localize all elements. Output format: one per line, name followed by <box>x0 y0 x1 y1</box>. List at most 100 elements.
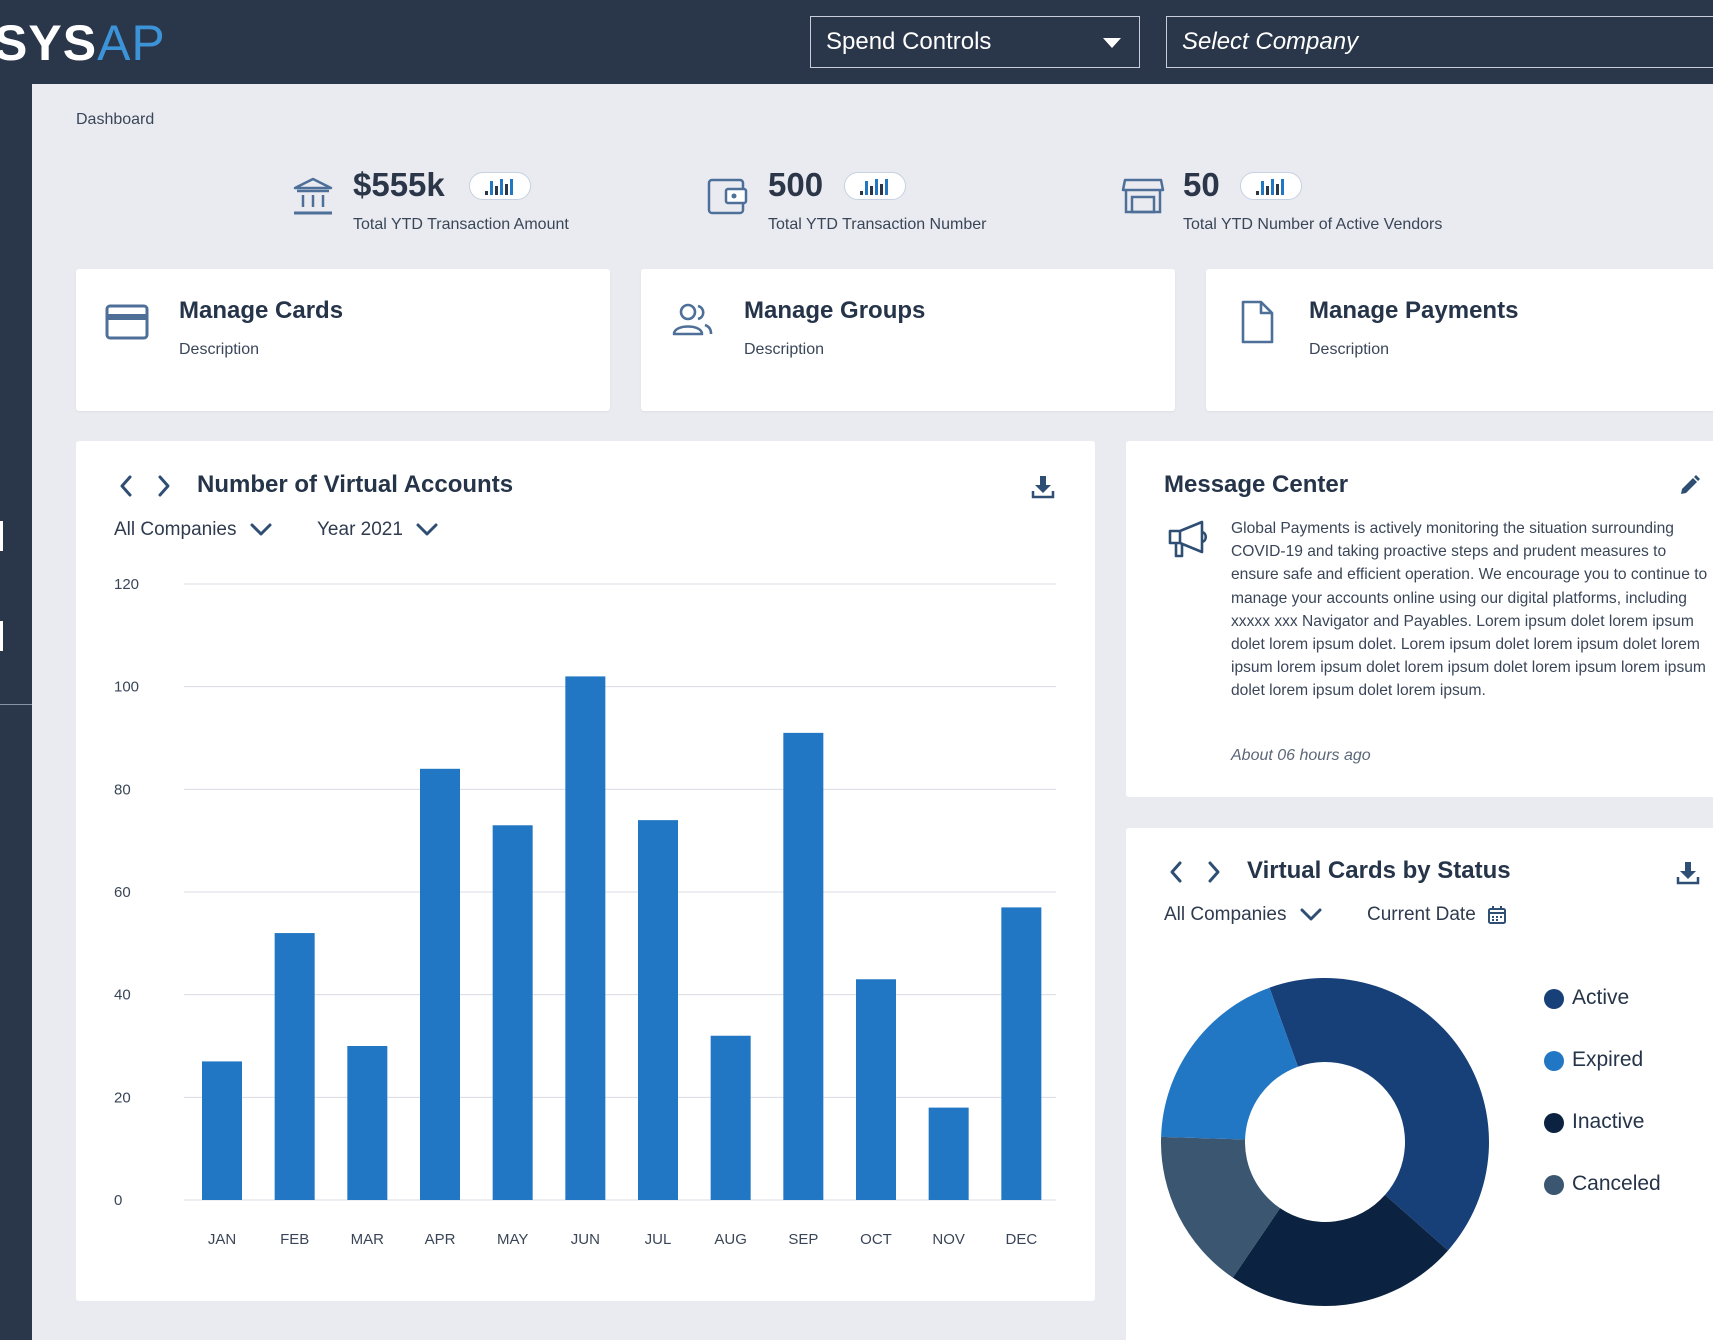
year-filter-value: Year 2021 <box>317 519 403 540</box>
message-center-panel: Message Center Global Payments is active… <box>1126 441 1713 797</box>
y-tick-label: 80 <box>114 781 131 798</box>
bar[interactable] <box>638 820 678 1200</box>
legend-item-canceled[interactable]: Canceled <box>1544 1170 1713 1200</box>
company-select-value: Select Company <box>1182 28 1359 55</box>
date-filter[interactable]: Current Date <box>1367 904 1507 926</box>
x-tick-label: OCT <box>860 1231 892 1248</box>
card-description: Description <box>179 341 260 358</box>
bar[interactable] <box>928 1107 969 1200</box>
kpi-active-vendors: 50 Total YTD Number of Active Vendors <box>1121 166 1481 244</box>
company-filter[interactable]: All Companies <box>114 519 272 541</box>
mini-chart-button[interactable] <box>844 172 906 200</box>
kpi-value: 500 <box>768 166 824 203</box>
chevron-right-icon[interactable] <box>154 473 174 499</box>
bar[interactable] <box>783 732 824 1200</box>
sidebar <box>0 84 32 1340</box>
donut-slice-expired[interactable] <box>1161 987 1298 1140</box>
card-description: Description <box>744 341 825 358</box>
bar[interactable] <box>710 1035 751 1200</box>
bar[interactable] <box>565 676 606 1200</box>
x-tick-label: DEC <box>1005 1231 1037 1248</box>
legend-item-inactive[interactable]: Inactive <box>1544 1108 1713 1138</box>
bar[interactable] <box>856 979 896 1200</box>
chevron-left-icon[interactable] <box>1166 859 1186 885</box>
manage-groups-card[interactable]: Manage Groups Description <box>641 269 1175 411</box>
donut-slice-canceled[interactable] <box>1161 1136 1281 1278</box>
breadcrumb: Dashboard <box>76 111 155 128</box>
chevron-right-icon[interactable] <box>1204 859 1224 885</box>
download-icon[interactable] <box>1676 860 1700 886</box>
megaphone-icon <box>1168 520 1208 558</box>
x-tick-label: JUL <box>645 1231 672 1248</box>
pencil-icon[interactable] <box>1678 473 1702 497</box>
panel-title: Number of Virtual Accounts <box>197 471 514 498</box>
kpi-transaction-amount: $555k Total YTD Transaction Amount <box>291 166 621 244</box>
mini-chart-button[interactable] <box>469 172 531 200</box>
y-tick-label: 0 <box>114 1192 122 1209</box>
bar[interactable] <box>202 1061 242 1200</box>
program-select[interactable]: Spend Controls <box>810 16 1140 68</box>
x-tick-label: APR <box>425 1231 456 1248</box>
x-tick-label: AUG <box>714 1231 747 1248</box>
x-tick-label: MAR <box>351 1231 385 1248</box>
donut-slice-active[interactable] <box>1269 978 1489 1251</box>
manage-payments-card[interactable]: Manage Payments Description <box>1206 269 1713 411</box>
bar-chart-icon <box>860 179 888 195</box>
wallet-icon <box>707 178 748 215</box>
credit-card-icon <box>105 304 149 340</box>
caret-down-icon <box>1103 38 1121 48</box>
company-filter[interactable]: All Companies <box>1164 904 1322 926</box>
users-icon <box>672 303 713 336</box>
legend-item-expired[interactable]: Expired <box>1544 1046 1713 1076</box>
bar-chart-icon <box>1256 179 1284 195</box>
x-tick-label: JAN <box>208 1231 236 1248</box>
kpi-label: Total YTD Transaction Amount <box>353 216 569 233</box>
chevron-left-icon[interactable] <box>116 473 136 499</box>
legend-label: Inactive <box>1572 1110 1645 1133</box>
mini-chart-button[interactable] <box>1240 172 1302 200</box>
kpi-value: 50 <box>1183 166 1220 203</box>
download-icon[interactable] <box>1031 474 1055 500</box>
message-timestamp: About 06 hours ago <box>1231 747 1371 764</box>
program-select-value: Spend Controls <box>826 28 992 55</box>
bank-icon <box>293 177 333 215</box>
legend-label: Canceled <box>1572 1172 1661 1195</box>
legend-swatch <box>1544 1051 1564 1071</box>
calendar-icon <box>1488 905 1507 924</box>
manage-cards-card[interactable]: Manage Cards Description <box>76 269 610 411</box>
kpi-value: $555k <box>353 166 445 203</box>
sidebar-marker[interactable] <box>0 621 3 651</box>
y-tick-label: 60 <box>114 884 131 901</box>
kpi-transaction-number: 500 Total YTD Transaction Number <box>706 166 1036 244</box>
chevron-down-icon <box>250 523 272 536</box>
date-filter-value: Current Date <box>1367 904 1476 925</box>
bar[interactable] <box>420 768 460 1200</box>
logo: SYSAP <box>0 15 166 71</box>
virtual-cards-status-panel: Virtual Cards by Status All Companies Cu… <box>1126 828 1713 1340</box>
company-select[interactable]: Select Company <box>1166 16 1713 68</box>
year-filter[interactable]: Year 2021 <box>317 519 438 541</box>
company-filter-value: All Companies <box>1164 904 1287 925</box>
bar[interactable] <box>1001 907 1042 1200</box>
sidebar-divider <box>0 704 32 705</box>
bar[interactable] <box>492 825 533 1200</box>
sidebar-marker[interactable] <box>0 521 3 551</box>
x-tick-label: NOV <box>932 1231 965 1248</box>
bar[interactable] <box>347 1046 388 1200</box>
y-tick-label: 40 <box>114 987 131 1004</box>
y-tick-label: 120 <box>114 576 139 593</box>
legend-item-active[interactable]: Active <box>1544 984 1713 1014</box>
top-bar: SYSAP Spend Controls Select Company <box>0 0 1713 84</box>
panel-title: Message Center <box>1164 471 1349 498</box>
chevron-down-icon <box>416 523 438 536</box>
bar[interactable] <box>274 933 315 1200</box>
legend-label: Expired <box>1572 1048 1644 1071</box>
message-body: Global Payments is actively monitoring t… <box>1231 520 1708 700</box>
legend-label: Active <box>1572 986 1630 1009</box>
legend-swatch <box>1544 989 1564 1009</box>
panel-title: Virtual Cards by Status <box>1247 857 1511 884</box>
kpi-label: Total YTD Transaction Number <box>768 216 987 233</box>
legend-swatch <box>1544 1175 1564 1195</box>
card-title: Manage Payments <box>1309 297 1519 324</box>
donut-slice-inactive[interactable] <box>1232 1194 1449 1306</box>
